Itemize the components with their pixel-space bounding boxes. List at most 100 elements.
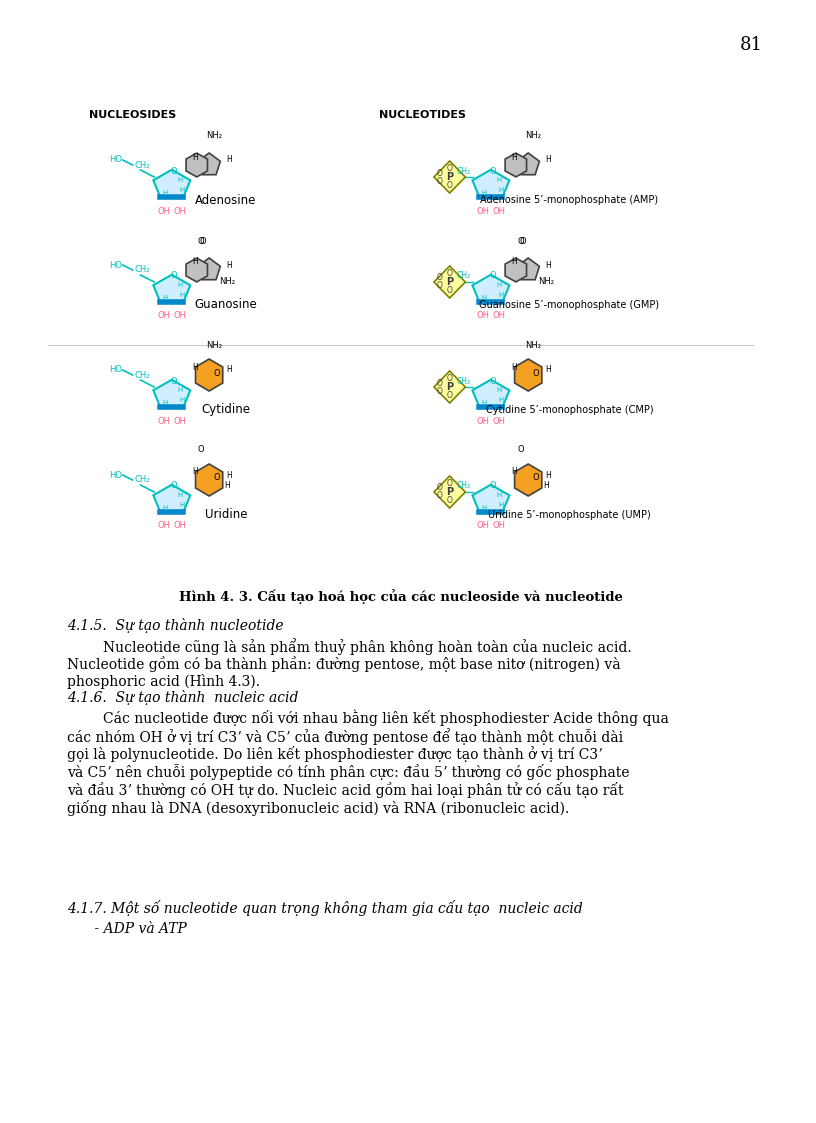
Text: H: H [481, 295, 486, 301]
Text: H: H [498, 188, 503, 193]
Text: H: H [177, 282, 182, 287]
Polygon shape [517, 153, 539, 175]
Text: H: H [498, 398, 503, 403]
Polygon shape [153, 380, 190, 408]
Text: H: H [162, 190, 167, 197]
Text: H: H [179, 188, 184, 193]
Polygon shape [153, 485, 190, 512]
Text: O: O [437, 378, 443, 387]
Text: và đầu 3ʼ thường có OH tự do. Nucleic acid gồm hai loại phân tử có cấu tạo rất: và đầu 3ʼ thường có OH tự do. Nucleic ac… [67, 782, 623, 798]
Text: Cytidine 5’-monophosphate (CMP): Cytidine 5’-monophosphate (CMP) [486, 405, 654, 416]
Text: O: O [517, 237, 524, 247]
Text: H: H [496, 387, 501, 393]
Polygon shape [434, 266, 465, 298]
Text: CH₂: CH₂ [456, 482, 471, 491]
Polygon shape [186, 258, 207, 282]
Text: NUCLEOSIDES: NUCLEOSIDES [89, 110, 176, 120]
Text: H: H [179, 292, 184, 298]
Text: Nucleotide cũng là sản phẩm thuỷ phân không hoàn toàn của nucleic acid.: Nucleotide cũng là sản phẩm thuỷ phân kh… [103, 638, 632, 655]
Text: O: O [437, 282, 443, 291]
Text: O: O [437, 274, 443, 283]
Text: H: H [481, 505, 486, 511]
Text: OH: OH [492, 521, 505, 530]
Text: O: O [214, 474, 220, 483]
Text: NH₂: NH₂ [219, 277, 235, 286]
Text: Uridine: Uridine [205, 509, 247, 521]
Text: O: O [533, 474, 539, 483]
Polygon shape [505, 258, 526, 282]
Text: O: O [446, 268, 453, 277]
Text: P: P [446, 172, 453, 182]
Text: gọi là polynucleotide. Do liên kết phosphodiester được tạo thành ở vị trí C3ʼ: gọi là polynucleotide. Do liên kết phosp… [67, 746, 602, 763]
Text: O: O [446, 181, 453, 190]
Text: NH₂: NH₂ [206, 340, 222, 349]
Text: O: O [437, 168, 443, 177]
Text: 4.1.5.  Sự tạo thành nucleotide: 4.1.5. Sự tạo thành nucleotide [67, 618, 283, 633]
Text: H: H [496, 282, 501, 287]
Text: H: H [496, 177, 501, 183]
Text: OH: OH [477, 521, 490, 530]
Text: HO: HO [109, 365, 122, 374]
Text: OH: OH [173, 521, 186, 530]
Text: HO: HO [109, 471, 122, 480]
Text: NH₂: NH₂ [206, 130, 222, 139]
Text: O: O [171, 376, 177, 385]
Text: OH: OH [477, 417, 490, 426]
Text: phosphoric acid (Hình 4.3).: phosphoric acid (Hình 4.3). [67, 674, 259, 690]
Text: P: P [446, 487, 453, 497]
Text: O: O [437, 484, 443, 493]
Polygon shape [472, 380, 509, 408]
Text: CH₂: CH₂ [456, 272, 471, 281]
Text: H: H [545, 471, 551, 480]
Text: CH₂: CH₂ [456, 166, 471, 175]
Text: O: O [171, 272, 177, 281]
Text: H: H [177, 177, 182, 183]
Text: O: O [446, 164, 453, 173]
Polygon shape [515, 359, 542, 391]
Text: H: H [226, 471, 232, 480]
Text: H: H [179, 502, 184, 508]
Text: H: H [224, 481, 229, 490]
Text: NH₂: NH₂ [526, 130, 541, 139]
Text: H: H [512, 257, 517, 266]
Text: O: O [490, 482, 496, 491]
Text: H: H [226, 365, 232, 374]
Text: H: H [193, 363, 198, 372]
Text: H: H [193, 467, 198, 476]
Text: H: H [498, 292, 503, 298]
Polygon shape [198, 258, 220, 280]
Text: H: H [481, 400, 486, 407]
Text: OH: OH [157, 521, 171, 530]
Text: OH: OH [492, 311, 505, 320]
Text: P: P [446, 382, 453, 392]
Polygon shape [472, 170, 509, 198]
Text: CH₂: CH₂ [135, 475, 150, 484]
Polygon shape [434, 161, 465, 193]
Text: O: O [533, 368, 539, 377]
Text: Hình 4. 3. Cấu tạo hoá học của các nucleoside và nucleotide: Hình 4. 3. Cấu tạo hoá học của các nucle… [179, 590, 623, 604]
Text: Nucleotide gồm có ba thành phần: đường pentose, một base nitơ (nitrogen) và: Nucleotide gồm có ba thành phần: đường p… [67, 656, 620, 672]
Text: O: O [446, 374, 453, 383]
Text: 4.1.6.  Sự tạo thành  nucleic acid: 4.1.6. Sự tạo thành nucleic acid [67, 690, 298, 705]
Text: O: O [198, 446, 205, 455]
Text: O: O [446, 496, 453, 505]
Text: H: H [226, 155, 232, 164]
Text: H: H [512, 153, 517, 162]
Text: NUCLEOTIDES: NUCLEOTIDES [379, 110, 466, 120]
Polygon shape [186, 153, 207, 177]
Text: các nhóm OH ở vị trí C3ʼ và C5ʼ của đường pentose để tạo thành một chuỗi dài: các nhóm OH ở vị trí C3ʼ và C5ʼ của đườn… [67, 728, 623, 745]
Text: Adenosine 5’-monophosphate (AMP): Adenosine 5’-monophosphate (AMP) [481, 195, 659, 206]
Polygon shape [515, 464, 542, 496]
Text: 4.1.7. Một số nucleotide quan trọng không tham gia cấu tạo  nucleic acid: 4.1.7. Một số nucleotide quan trọng khôn… [67, 900, 583, 916]
Text: OH: OH [173, 311, 186, 320]
Text: O: O [200, 237, 206, 247]
Text: OH: OH [173, 417, 186, 426]
Text: OH: OH [492, 207, 505, 216]
Text: Cytidine: Cytidine [202, 403, 251, 417]
Text: H: H [162, 400, 167, 407]
Polygon shape [196, 464, 223, 496]
Text: CH₂: CH₂ [135, 161, 150, 170]
Text: H: H [498, 502, 503, 508]
Polygon shape [153, 170, 190, 198]
Polygon shape [153, 275, 190, 302]
